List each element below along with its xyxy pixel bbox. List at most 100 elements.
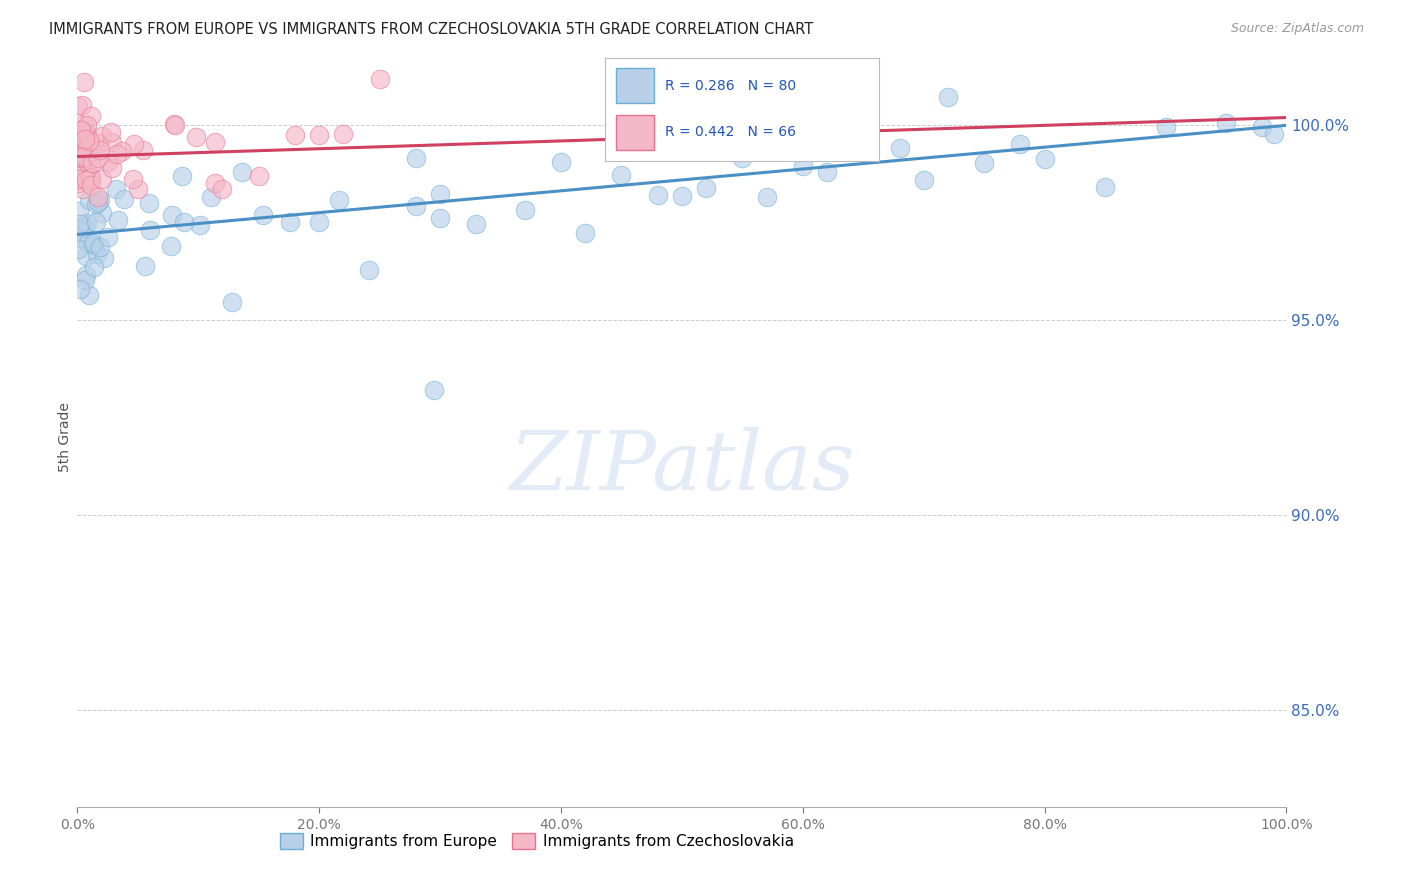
Point	[67, 141, 90, 155]
Point	[172, 169, 194, 184]
Point	[73, 152, 96, 166]
Point	[184, 130, 207, 145]
Point	[97, 230, 120, 244]
Point	[328, 193, 350, 207]
Point	[76, 118, 98, 132]
Point	[70, 138, 93, 153]
Point	[72, 137, 94, 152]
Point	[278, 215, 301, 229]
Point	[76, 235, 98, 250]
Point	[80, 169, 103, 184]
Point	[1094, 180, 1116, 194]
Point	[69, 217, 91, 231]
Point	[77, 287, 100, 301]
Point	[67, 204, 90, 219]
Point	[1033, 153, 1056, 167]
Point	[101, 161, 124, 175]
Point	[76, 142, 98, 156]
Point	[111, 144, 134, 158]
Point	[889, 141, 911, 155]
Point	[73, 220, 96, 235]
Point	[82, 235, 104, 250]
Text: IMMIGRANTS FROM EUROPE VS IMMIGRANTS FROM CZECHOSLOVAKIA 5TH GRADE CORRELATION C: IMMIGRANTS FROM EUROPE VS IMMIGRANTS FRO…	[49, 22, 814, 37]
Point	[247, 169, 270, 184]
Point	[70, 123, 93, 137]
Point	[70, 97, 93, 112]
Point	[69, 169, 91, 183]
Point	[755, 190, 778, 204]
Point	[69, 282, 91, 296]
Point	[89, 240, 111, 254]
Point	[70, 123, 93, 137]
Point	[204, 176, 226, 190]
Point	[357, 263, 380, 277]
Point	[89, 143, 111, 157]
Point	[86, 247, 108, 261]
Point	[132, 143, 155, 157]
Point	[69, 128, 91, 142]
Point	[815, 165, 838, 179]
Point	[429, 186, 451, 201]
Point	[67, 140, 90, 154]
Point	[1215, 116, 1237, 130]
Point	[973, 156, 995, 170]
Point	[87, 151, 110, 165]
Point	[70, 220, 93, 235]
Point	[73, 134, 96, 148]
Point	[160, 239, 183, 253]
Text: Source: ZipAtlas.com: Source: ZipAtlas.com	[1230, 22, 1364, 36]
Point	[86, 190, 108, 204]
Point	[852, 126, 875, 140]
Point	[89, 194, 111, 208]
Point	[73, 149, 96, 163]
Point	[121, 171, 143, 186]
Text: ZIPatlas: ZIPatlas	[509, 426, 855, 507]
Point	[73, 273, 96, 287]
Point	[67, 127, 90, 141]
Point	[67, 136, 90, 151]
Point	[79, 134, 101, 148]
Point	[67, 222, 90, 236]
Point	[165, 118, 187, 132]
Point	[75, 249, 97, 263]
Point	[70, 157, 93, 171]
Point	[101, 136, 124, 150]
Point	[405, 199, 427, 213]
Point	[173, 215, 195, 229]
Point	[429, 211, 451, 225]
Point	[332, 127, 354, 141]
Point	[107, 212, 129, 227]
Point	[308, 215, 330, 229]
Point	[284, 128, 307, 143]
Point	[66, 98, 89, 112]
Point	[912, 173, 935, 187]
Point	[200, 190, 222, 204]
Point	[231, 164, 253, 178]
Point	[368, 71, 391, 86]
Point	[79, 110, 101, 124]
Point	[70, 141, 93, 155]
Text: R = 0.286   N = 80: R = 0.286 N = 80	[665, 78, 796, 93]
Point	[221, 295, 243, 310]
Point	[67, 176, 90, 190]
Point	[67, 172, 90, 186]
Point	[1010, 136, 1032, 151]
Point	[87, 195, 110, 210]
Point	[513, 202, 536, 217]
Point	[76, 216, 98, 230]
Point	[80, 173, 103, 187]
Point	[647, 188, 669, 202]
Point	[127, 181, 149, 195]
Point	[204, 136, 226, 150]
Point	[465, 217, 488, 231]
Point	[72, 118, 94, 132]
Point	[91, 206, 114, 220]
Point	[66, 143, 89, 157]
Point	[79, 171, 101, 186]
Point	[82, 139, 104, 153]
Point	[252, 208, 274, 222]
Point	[69, 143, 91, 157]
Point	[308, 128, 330, 142]
Point	[93, 251, 115, 265]
Point	[66, 231, 89, 245]
